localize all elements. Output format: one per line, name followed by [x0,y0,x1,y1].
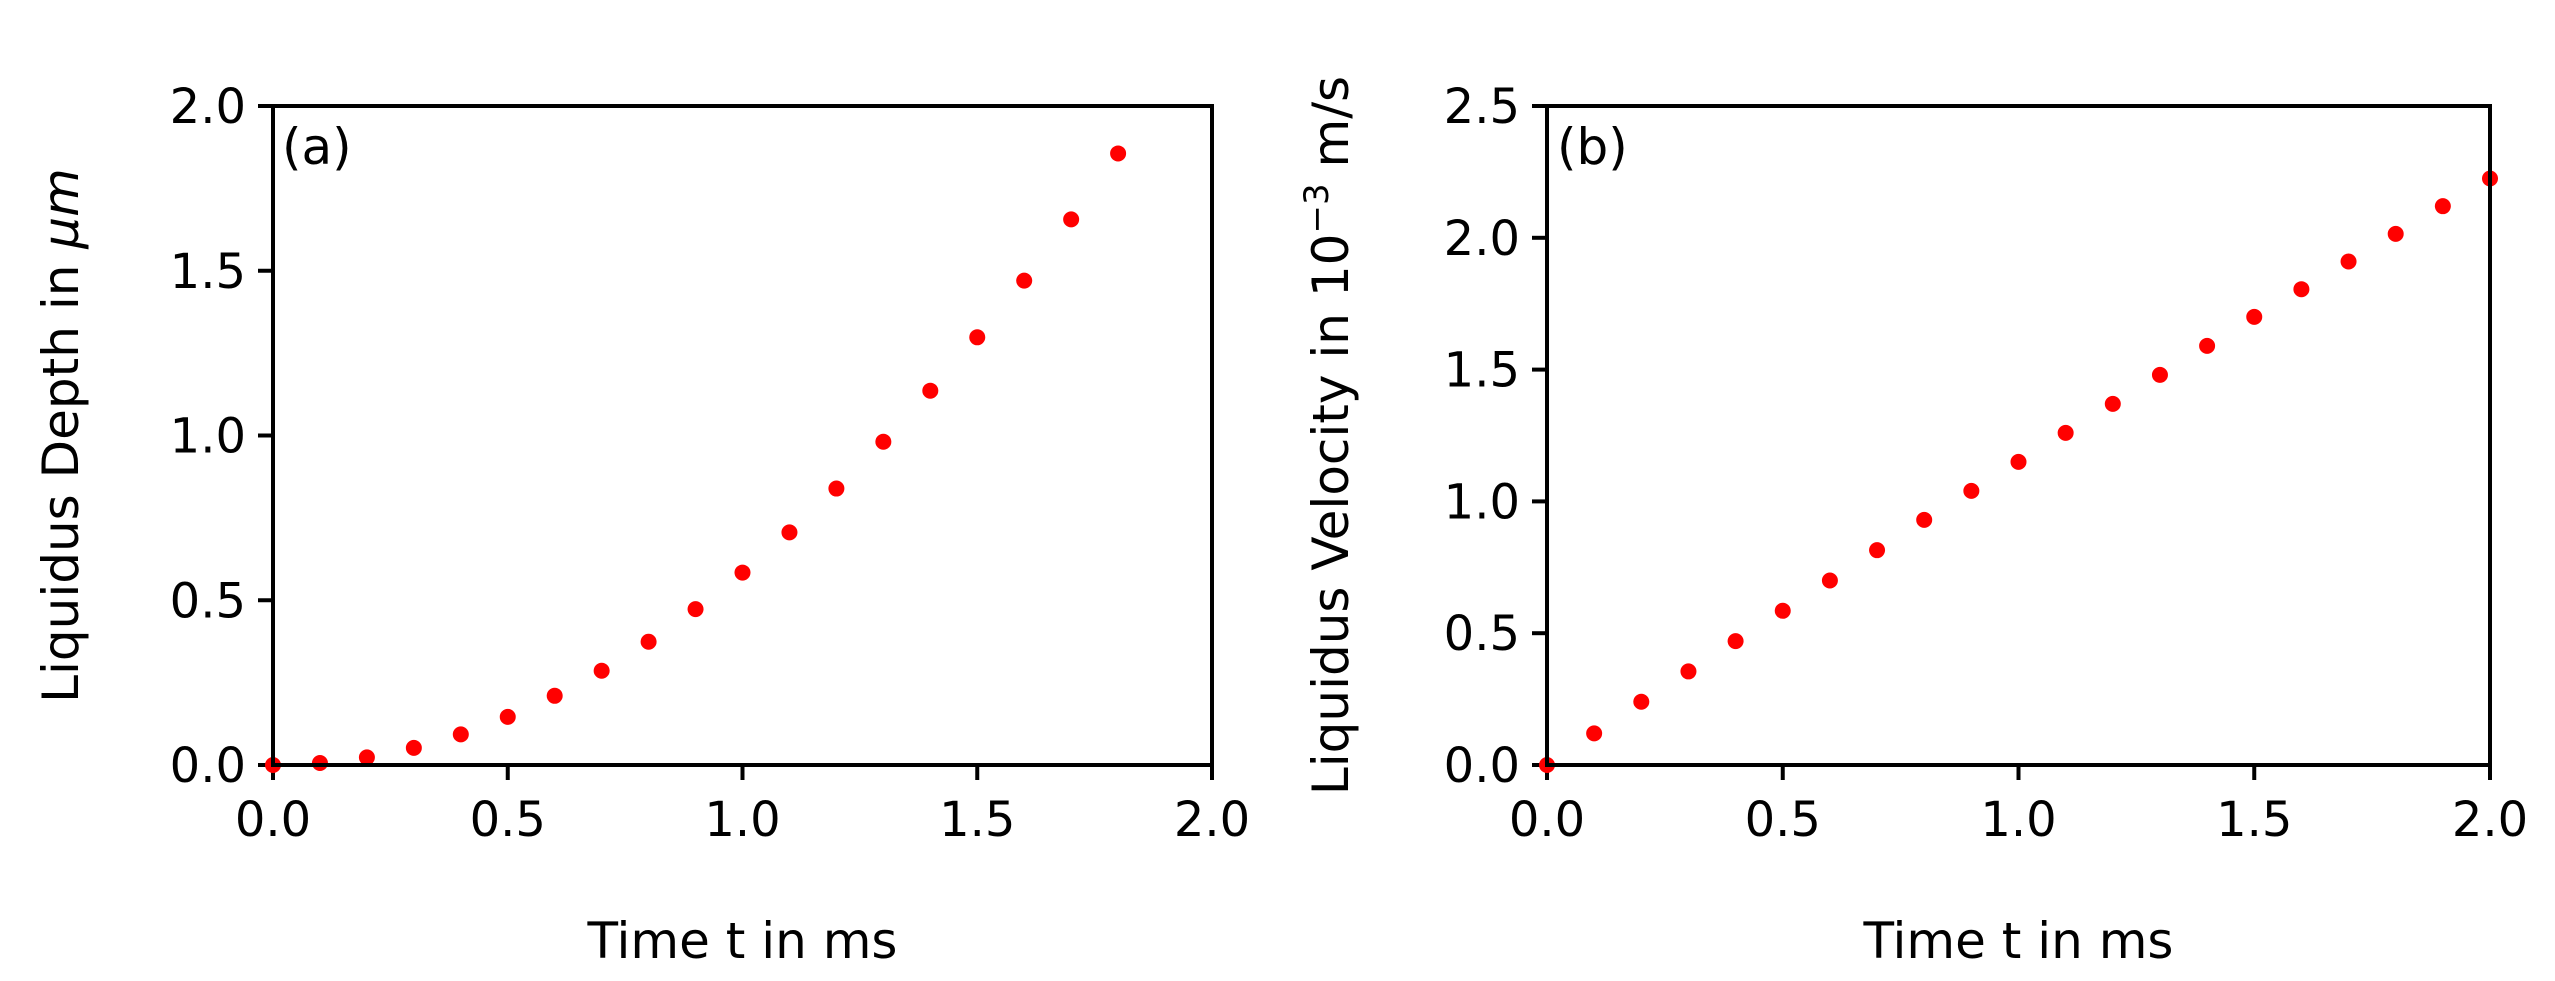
y-axis-label-unit: μm [32,168,90,250]
data-point [969,329,986,346]
data-point [1680,663,1697,680]
x-tick-label: 0.0 [1509,792,1585,848]
data-point [2199,337,2216,354]
plot-frame [271,104,1214,767]
y-axis-label-text: Liquidus Velocity in 10 [1302,234,1360,796]
x-tick-label: 1.5 [939,792,1015,848]
y-axis-label-text: Liquidus Depth in [32,249,90,703]
y-tick-label: 1.5 [1444,343,1520,399]
data-point [875,433,892,450]
x-tick-label: 1.0 [1980,792,2056,848]
data-point [358,749,375,766]
y-tick-label: 2.0 [170,79,246,135]
data-point [1963,482,1980,499]
data-point [2387,225,2404,242]
y-tick-label: 1.0 [170,409,246,465]
data-point [1110,145,1127,162]
data-point [781,524,798,541]
data-point [734,564,751,581]
data-point [1063,211,1080,228]
x-tick-label: 1.0 [704,792,780,848]
y-axis-label: Liquidus Velocity in 10−3 m/s [1297,76,1360,795]
data-point [2057,424,2074,441]
panel-a: 0.0 0.5 1.0 1.5 2.0 0.0 0.5 1.0 1.5 2.0 (a) Time t … [32,79,1250,970]
data-point [405,739,422,756]
x-axis-label: Time t in ms [587,912,898,970]
panel-label: (a) [282,118,352,176]
y-tick-label: 0.5 [170,573,246,629]
data-point [2010,453,2027,470]
data-point [640,633,657,650]
data-point [452,726,469,743]
data-point [593,662,610,679]
x-tick-label: 2.0 [2452,792,2528,848]
x-tick-label: 2.0 [1174,792,1250,848]
data-point [546,687,563,704]
y-axis-label: Liquidus Depth in μm [32,168,90,703]
y-tick-label: 0.0 [1444,738,1520,794]
data-point [2104,395,2121,412]
data-point [2434,198,2451,215]
data-point [828,480,845,497]
data-point [2293,281,2310,298]
data-point [2151,366,2168,383]
plot-frame [1545,104,2492,767]
x-tick-label: 0.0 [235,792,311,848]
data-point [922,382,939,399]
data-point [1016,272,1033,289]
data-point [1869,542,1886,559]
x-tick-label: 0.5 [470,792,546,848]
data-point [1821,572,1838,589]
y-tick-label: 0.5 [1444,606,1520,662]
data-point [499,708,516,725]
y-axis-label-suffix: m/s [1302,76,1360,184]
x-tick-label: 1.5 [2216,792,2292,848]
data-point [2246,308,2263,325]
y-tick-label: 1.5 [170,244,246,300]
y-axis-label-exponent: −3 [1297,183,1337,233]
data-point [1727,633,1744,650]
x-axis-label: Time t in ms [1863,912,2174,970]
data-point [1633,693,1650,710]
y-tick-label: 0.0 [170,738,246,794]
data-point [1774,602,1791,619]
data-point [2340,253,2357,270]
data-point [1586,725,1603,742]
x-tick-label: 0.5 [1745,792,1821,848]
y-tick-label: 2.0 [1444,211,1520,267]
data-point [687,601,704,618]
y-tick-label: 1.0 [1444,474,1520,530]
data-point [1916,511,1933,528]
y-tick-label: 2.5 [1444,79,1520,135]
panel-label: (b) [1557,118,1628,176]
panel-b: 0.0 0.5 1.0 1.5 2.0 0.0 0.5 1.0 1.5 2.0 2.5 (b) Time… [1297,76,2528,970]
